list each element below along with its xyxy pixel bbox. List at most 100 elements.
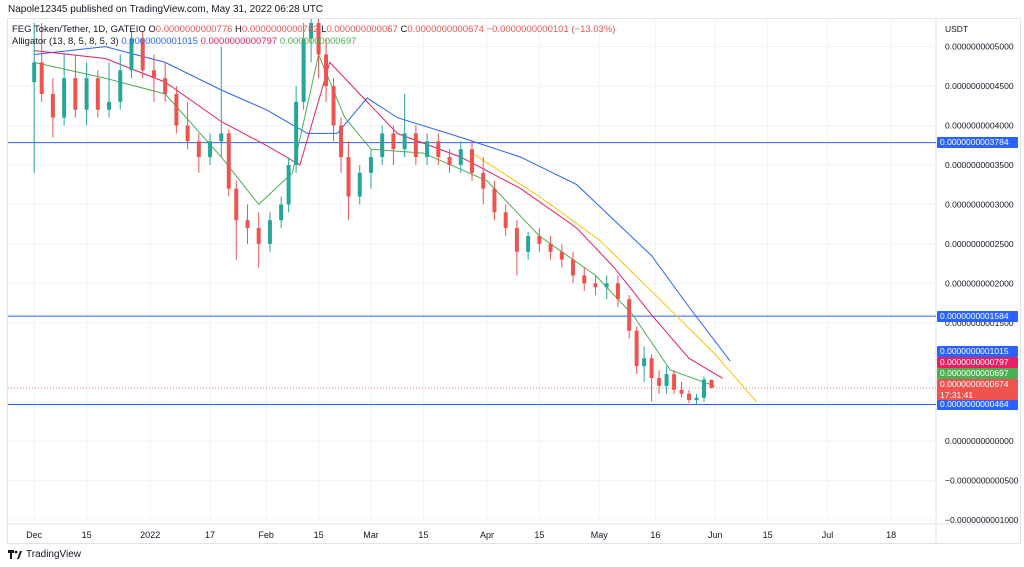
candle-body	[163, 78, 168, 94]
candle-body	[694, 397, 699, 401]
x-tick-label: 15	[763, 530, 773, 540]
tradingview-logo-icon	[8, 549, 22, 559]
y-tick-label: −0.0000000001000	[945, 515, 1019, 525]
series-line	[34, 52, 716, 387]
x-tick-label: 15	[314, 530, 324, 540]
x-tick-label: Feb	[258, 530, 274, 540]
series-line	[34, 50, 723, 379]
y-tick-label: 0.0000000000000	[945, 436, 1014, 446]
candle-body	[514, 228, 519, 252]
candle-body	[196, 141, 201, 158]
candle-body	[425, 141, 430, 158]
candle-body	[331, 86, 336, 126]
chart-frame	[7, 18, 1021, 544]
candle-body	[413, 133, 418, 158]
indicator-name[interactable]: Alligator (13, 8, 5, 8, 5, 3)	[12, 36, 119, 47]
y-tick-label: −0.0000000000500	[945, 476, 1019, 486]
candle-body	[604, 283, 609, 288]
legend-change: −0.0000000000101 (−13.03%)	[486, 24, 616, 35]
candle-body	[279, 204, 284, 221]
x-tick-label: Apr	[480, 530, 494, 540]
candle-body	[627, 299, 632, 331]
x-tick-label: Jun	[708, 530, 723, 540]
legend-symbol[interactable]: FEG Token/Tether, 1D, GATEIO	[12, 24, 146, 35]
x-tick-label: 18	[886, 530, 896, 540]
candle-body	[185, 125, 190, 142]
candle-body	[687, 393, 692, 401]
legend-l-label: L	[321, 24, 327, 35]
x-tick-label: 15	[82, 530, 92, 540]
plot-area[interactable]	[8, 19, 936, 406]
x-tick-label: 2022	[140, 530, 160, 540]
y-tick-label: 0.0000000003000	[945, 199, 1014, 209]
x-tick-label: 15	[418, 530, 428, 540]
level-price-tag: 0.0000000001584	[937, 310, 1018, 322]
y-tick-label: 0.0000000002000	[945, 278, 1014, 288]
footer: TradingView	[8, 549, 81, 560]
level-price-tag: 0.0000000003784	[937, 137, 1018, 149]
currency-label: USDT	[945, 24, 968, 34]
x-tick-label: 17	[205, 530, 215, 540]
candle-body	[95, 78, 100, 110]
price-tag-value: 0.0000000000797	[940, 357, 1009, 367]
candle-body	[537, 235, 542, 244]
candle-body	[346, 157, 351, 197]
candle-body	[50, 93, 55, 118]
candle-body	[642, 358, 647, 367]
series-line	[471, 152, 757, 403]
x-tick-label: Mar	[363, 530, 379, 540]
x-tick-label: May	[591, 530, 609, 540]
y-tick-label: 0.0000000005000	[945, 42, 1014, 52]
candle-body	[492, 188, 497, 213]
candle-body	[657, 378, 662, 386]
x-tick-label: 15	[534, 530, 544, 540]
candle-body	[286, 164, 291, 205]
candle-body	[368, 157, 373, 173]
x-tick-label: Jul	[822, 530, 834, 540]
indicator-price-tag: 0.0000000000797	[937, 357, 1018, 368]
candle-body	[470, 149, 474, 173]
x-tick-label: 16	[650, 530, 660, 540]
candle-body	[245, 220, 250, 229]
candle-body	[129, 38, 134, 71]
candle-body	[548, 243, 553, 252]
candle-body	[503, 212, 508, 229]
candle-body	[672, 374, 677, 390]
candle-body	[664, 374, 669, 386]
candle-body	[634, 330, 639, 367]
y-tick-label: 0.0000000004500	[945, 81, 1014, 91]
candle-body	[447, 157, 452, 165]
series-line	[34, 46, 731, 362]
indicator-teeth-value: 0.0000000000797	[200, 36, 278, 47]
indicator-price-tag: 0.0000000000674 17:31:41	[937, 379, 1018, 400]
legend-indicator: Alligator (13, 8, 5, 8, 5, 3) 0.00000000…	[12, 36, 356, 47]
candle-body	[481, 172, 486, 189]
candle-body	[309, 22, 314, 39]
legend-h-value: 0.0000000000782	[241, 24, 319, 35]
footer-brand[interactable]: TradingView	[26, 549, 82, 560]
candle-body	[208, 141, 213, 158]
candle-body	[32, 62, 37, 83]
candle-body	[73, 78, 78, 110]
indicator-jaw-value: 0.0000000001015	[121, 36, 198, 47]
candle-body	[380, 133, 385, 158]
price-tag-value: 0.0000000000697	[940, 368, 1009, 378]
level-price-tag: 0.0000000000464	[937, 399, 1018, 411]
y-tick-label: 0.0000000002500	[945, 239, 1014, 249]
price-tag-value: 0.0000000000674	[940, 379, 1009, 389]
legend-o-label: O	[148, 24, 156, 35]
x-tick-label: Dec	[26, 530, 43, 540]
candle-body	[559, 251, 564, 260]
legend-o-value: 0.0000000000776	[155, 24, 233, 35]
y-tick-label: 0.0000000003500	[945, 160, 1014, 170]
indicator-price-tag: 0.0000000001015	[937, 346, 1018, 357]
candle-body	[582, 275, 587, 284]
candle-body	[357, 172, 362, 197]
candle-body	[294, 101, 299, 165]
candle-body	[140, 38, 145, 71]
candle-body	[339, 125, 344, 158]
candle-body	[526, 235, 531, 252]
candle-body	[234, 188, 239, 221]
candle-body	[301, 38, 306, 102]
